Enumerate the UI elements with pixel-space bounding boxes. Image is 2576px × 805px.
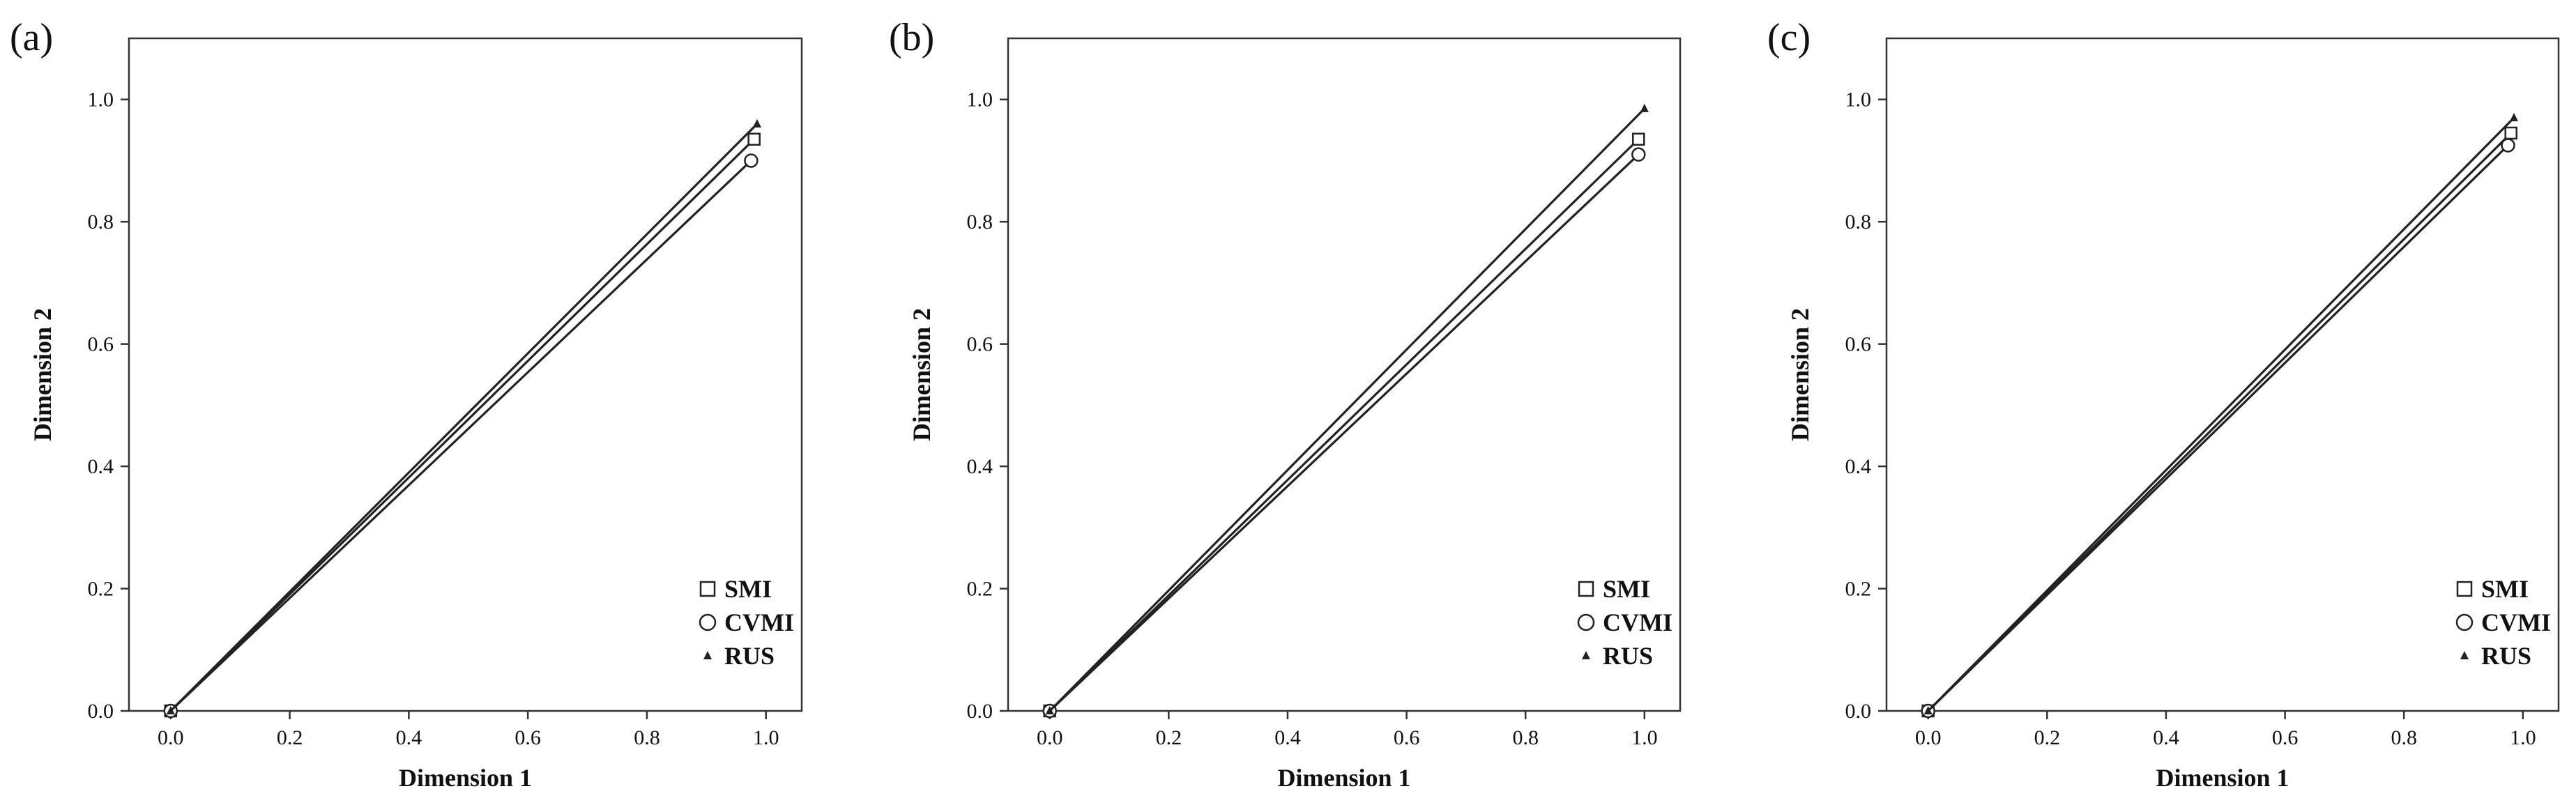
x-tick-label: 0.0 (1037, 726, 1063, 749)
legend-label-smi: SMI (724, 575, 772, 603)
legend-marker-rus (2460, 651, 2469, 659)
legend-marker-cvmi (699, 613, 717, 631)
x-tick-label: 0.6 (515, 726, 541, 749)
legend-marker-rus (703, 651, 712, 659)
panel-label: (b) (889, 16, 934, 59)
x-tick-label: 0.4 (1274, 726, 1301, 749)
data-point-rus (1640, 103, 1649, 112)
panel-label: (a) (10, 16, 53, 59)
legend-label-smi: SMI (2481, 575, 2529, 603)
data-point-rus (1923, 706, 1933, 714)
data-point-rus (1045, 706, 1054, 714)
series-line-cvmi (1927, 144, 2509, 712)
y-tick-label: 0.6 (967, 333, 993, 356)
data-point-cvmi (1631, 147, 1646, 162)
data-point-cvmi (744, 153, 759, 168)
legend-marker-smi (699, 581, 716, 597)
x-tick-label: 0.0 (158, 726, 184, 749)
legend-marker-rus (1582, 651, 1590, 659)
series-line-cvmi (169, 160, 752, 712)
series-line-rus (1927, 116, 2515, 712)
y-axis-title: Dimension 2 (908, 308, 936, 441)
x-tick-label: 0.4 (2153, 726, 2179, 749)
x-tick-label: 0.6 (1394, 726, 1420, 749)
series-line-smi (1049, 138, 1640, 712)
y-tick-label: 0.0 (88, 700, 114, 723)
legend-label-cvmi: CVMI (1603, 608, 1672, 636)
y-tick-label: 1.0 (88, 89, 114, 112)
legend-label-cvmi: CVMI (2481, 608, 2551, 636)
chart-panel-b: (b) 0.0 0.2 0.4 0.6 0.8 1.0 0.0 0.2 0.4 0.6 0.8 1.0 D… (889, 16, 1682, 792)
plot-frame (128, 37, 803, 712)
data-point-rus (2510, 113, 2519, 122)
y-tick-label: 0.2 (88, 578, 114, 601)
y-tick-label: 0.8 (967, 210, 993, 233)
series-line-smi (169, 138, 755, 712)
x-axis-title: Dimension 1 (399, 764, 532, 792)
legend-marker-smi (2456, 581, 2473, 597)
x-tick-label: 0.6 (2272, 726, 2299, 749)
series-line-cvmi (1049, 153, 1640, 712)
y-tick-label: 0.8 (1845, 210, 1872, 233)
legend-marker-smi (1578, 581, 1594, 597)
x-tick-label: 0.8 (1512, 726, 1539, 749)
x-tick-label: 0.0 (1915, 726, 1942, 749)
series-line-rus (169, 123, 759, 712)
x-axis-title: Dimension 1 (2156, 764, 2289, 792)
data-point-rus (752, 118, 761, 128)
plot-frame (1007, 37, 1682, 712)
y-tick-label: 0.0 (1845, 700, 1872, 723)
x-tick-label: 1.0 (2510, 726, 2536, 749)
y-tick-label: 0.6 (88, 333, 114, 356)
y-tick-label: 0.2 (967, 578, 993, 601)
x-tick-label: 0.8 (634, 726, 660, 749)
y-tick-label: 1.0 (967, 89, 993, 112)
x-tick-label: 0.8 (2391, 726, 2417, 749)
series-line-rus (1049, 107, 1645, 712)
data-point-smi (2504, 126, 2518, 140)
panel-label: (c) (1767, 16, 1811, 59)
x-tick-label: 0.2 (1156, 726, 1182, 749)
data-point-smi (1632, 132, 1645, 146)
x-tick-label: 1.0 (1631, 726, 1658, 749)
y-tick-label: 0.4 (967, 455, 993, 478)
data-point-rus (166, 706, 175, 714)
legend-marker-cvmi (1577, 613, 1595, 631)
y-tick-label: 0.2 (1845, 578, 1872, 601)
legend-label-cvmi: CVMI (724, 608, 794, 636)
y-tick-label: 0.0 (967, 700, 993, 723)
y-tick-label: 0.4 (1845, 455, 1872, 478)
y-tick-label: 0.4 (88, 455, 114, 478)
x-tick-label: 1.0 (753, 726, 779, 749)
data-point-smi (747, 132, 761, 146)
x-axis-title: Dimension 1 (1277, 764, 1410, 792)
legend-label-rus: RUS (1603, 642, 1653, 670)
y-axis-title: Dimension 2 (1786, 308, 1814, 441)
chart-panel-a: (a) 0.0 0.2 0.4 0.6 0.8 1.0 0.0 0.2 0.4 0.6 0.8 1.0 D… (10, 16, 803, 792)
y-tick-label: 0.8 (88, 210, 114, 233)
x-tick-label: 0.2 (2034, 726, 2061, 749)
x-tick-label: 0.4 (396, 726, 422, 749)
legend-label-rus: RUS (2481, 642, 2531, 670)
legend-label-smi: SMI (1603, 575, 1650, 603)
y-axis-title: Dimension 2 (29, 308, 56, 441)
legend-marker-cvmi (2455, 613, 2474, 631)
data-point-cvmi (2501, 138, 2515, 153)
x-tick-label: 0.2 (277, 726, 303, 749)
y-tick-label: 0.6 (1845, 333, 1872, 356)
legend-label-rus: RUS (724, 642, 775, 670)
y-tick-label: 1.0 (1845, 89, 1872, 112)
plot-frame (1885, 37, 2560, 712)
chart-panel-c: (c) 0.0 0.2 0.4 0.6 0.8 1.0 0.0 0.2 0.4 0.6 0.8 1.0 D… (1767, 16, 2560, 792)
